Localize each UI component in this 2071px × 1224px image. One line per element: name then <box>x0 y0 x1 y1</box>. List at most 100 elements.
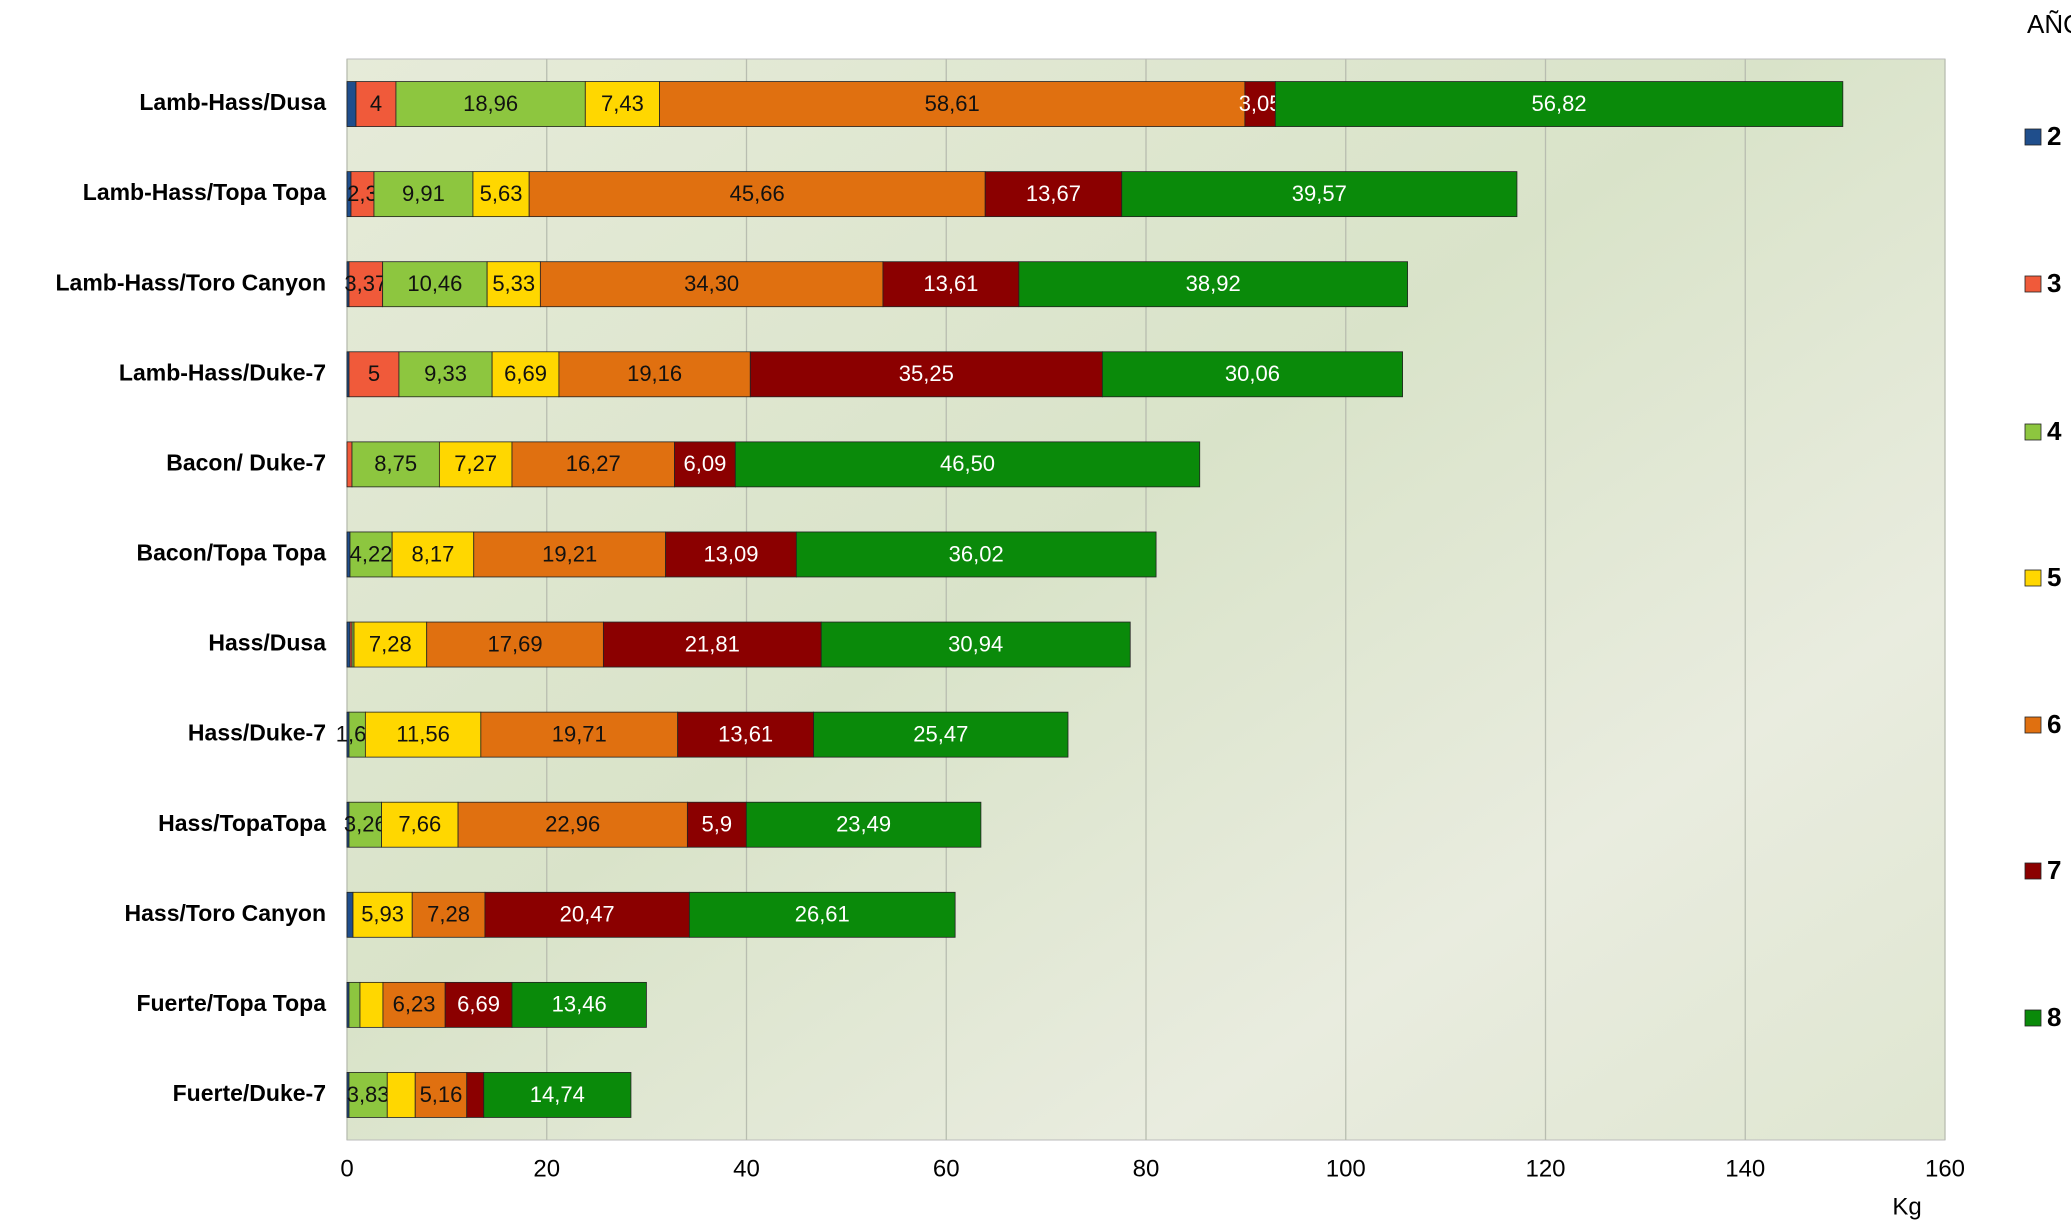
bar-segment <box>353 621 428 668</box>
legend-label: 6 <box>2047 709 2061 739</box>
data-label: 6,69 <box>457 992 500 1017</box>
y-tick-label: Lamb-Hass/Topa Topa <box>83 179 326 205</box>
data-label: 19,71 <box>552 721 607 746</box>
legend-swatch <box>2024 1009 2042 1027</box>
data-label: 10,46 <box>407 271 462 296</box>
data-label: 9,33 <box>424 361 467 386</box>
bar-segment <box>351 441 440 488</box>
data-label: 3,83 <box>347 1082 390 1107</box>
data-label: 16,27 <box>566 451 621 476</box>
data-label: 7,28 <box>369 631 412 656</box>
bar-segment <box>745 801 982 848</box>
x-tick-label: 120 <box>1525 1155 1565 1182</box>
bar-segment <box>795 531 1157 578</box>
bar-segment <box>820 621 1131 668</box>
data-label: 14,74 <box>530 1082 585 1107</box>
data-label: 21,81 <box>685 631 740 656</box>
bar-segment <box>348 1072 388 1118</box>
data-label: 30,06 <box>1225 361 1280 386</box>
data-label: 34,30 <box>684 271 739 296</box>
data-label: 5,9 <box>702 812 733 837</box>
bar-segment <box>984 171 1123 218</box>
data-label: 13,61 <box>923 271 978 296</box>
data-label: 6,23 <box>393 992 436 1017</box>
data-label: 23,49 <box>836 812 891 837</box>
legend-label: 2 <box>2047 121 2061 151</box>
bar-segment <box>348 801 382 848</box>
data-label: 30,94 <box>948 631 1003 656</box>
bar-segment <box>359 981 384 1028</box>
data-label: 4,22 <box>350 541 393 566</box>
data-label: 18,96 <box>463 91 518 116</box>
bar-segment <box>386 1072 416 1118</box>
bar-segment <box>734 441 1201 488</box>
data-label: 13,46 <box>552 992 607 1017</box>
legend-swatch <box>2024 862 2042 880</box>
data-label: 58,61 <box>925 91 980 116</box>
x-tick-label: 80 <box>1133 1155 1160 1182</box>
y-tick-label: Hass/Duke-7 <box>188 720 326 746</box>
bar-segment <box>352 891 413 938</box>
bar-segment <box>391 531 475 578</box>
bar-segment <box>346 441 353 488</box>
bar-segment <box>348 981 361 1028</box>
y-tick-label: Hass/Toro Canyon <box>125 900 327 926</box>
bar-segment <box>348 351 400 398</box>
x-axis-label: Kg <box>1892 1193 1921 1220</box>
bar-segment <box>1274 81 1844 127</box>
data-label: 8,17 <box>412 541 455 566</box>
bar-segment <box>491 351 560 398</box>
bar-segment <box>688 891 956 938</box>
bar-segment <box>677 711 815 758</box>
bar-segment <box>398 351 493 398</box>
bar-segment <box>346 81 357 127</box>
data-label: 4 <box>370 91 382 116</box>
data-label: 20,47 <box>560 902 615 927</box>
bar-segment <box>364 711 482 758</box>
data-label: 25,47 <box>913 721 968 746</box>
legend-label: 8 <box>2047 1002 2061 1032</box>
x-tick-label: 0 <box>340 1155 353 1182</box>
bar-segment <box>1121 171 1518 218</box>
bar-segment <box>539 261 884 308</box>
legend-label: 5 <box>2047 562 2061 592</box>
bar-segment <box>346 621 351 668</box>
bar-segment <box>382 261 488 308</box>
data-label: 2,3 <box>347 181 378 206</box>
data-label: 6,09 <box>683 451 726 476</box>
x-tick-label: 100 <box>1326 1155 1366 1182</box>
data-label: 19,21 <box>542 541 597 566</box>
data-label: 5,63 <box>480 181 523 206</box>
bar-segment <box>528 171 986 218</box>
data-label: 5,16 <box>420 1082 463 1107</box>
x-tick-label: 160 <box>1925 1155 1965 1182</box>
data-label: 45,66 <box>730 181 785 206</box>
bar-segment <box>1018 261 1408 308</box>
bar-segment <box>602 621 822 668</box>
y-tick-label: Lamb-Hass/Toro Canyon <box>56 269 327 295</box>
data-label: 8,75 <box>374 451 417 476</box>
x-tick-label: 20 <box>533 1155 560 1182</box>
y-tick-label: Lamb-Hass/Duke-7 <box>119 359 326 385</box>
y-tick-label: Bacon/ Duke-7 <box>166 449 326 475</box>
bar-segment <box>486 261 541 308</box>
bar-segment <box>584 81 660 127</box>
data-label: 26,61 <box>795 902 850 927</box>
y-tick-label: Bacon/Topa Topa <box>136 540 326 566</box>
bar-segment <box>511 441 675 488</box>
bar-segment <box>355 81 397 127</box>
bar-segment <box>414 1072 468 1118</box>
bar-segment <box>395 81 586 127</box>
data-label: 22,96 <box>545 812 600 837</box>
y-tick-label: Fuerte/Duke-7 <box>173 1080 326 1106</box>
legend-swatch <box>2024 423 2042 441</box>
bar-segment <box>473 531 667 578</box>
data-label: 11,56 <box>396 721 449 746</box>
data-label: 7,43 <box>601 91 644 116</box>
legend-swatch <box>2024 275 2042 293</box>
bar-segment <box>813 711 1069 758</box>
legend-title: AÑO <box>2027 9 2071 39</box>
bar-segment <box>472 171 530 218</box>
x-tick-label: 60 <box>933 1155 960 1182</box>
